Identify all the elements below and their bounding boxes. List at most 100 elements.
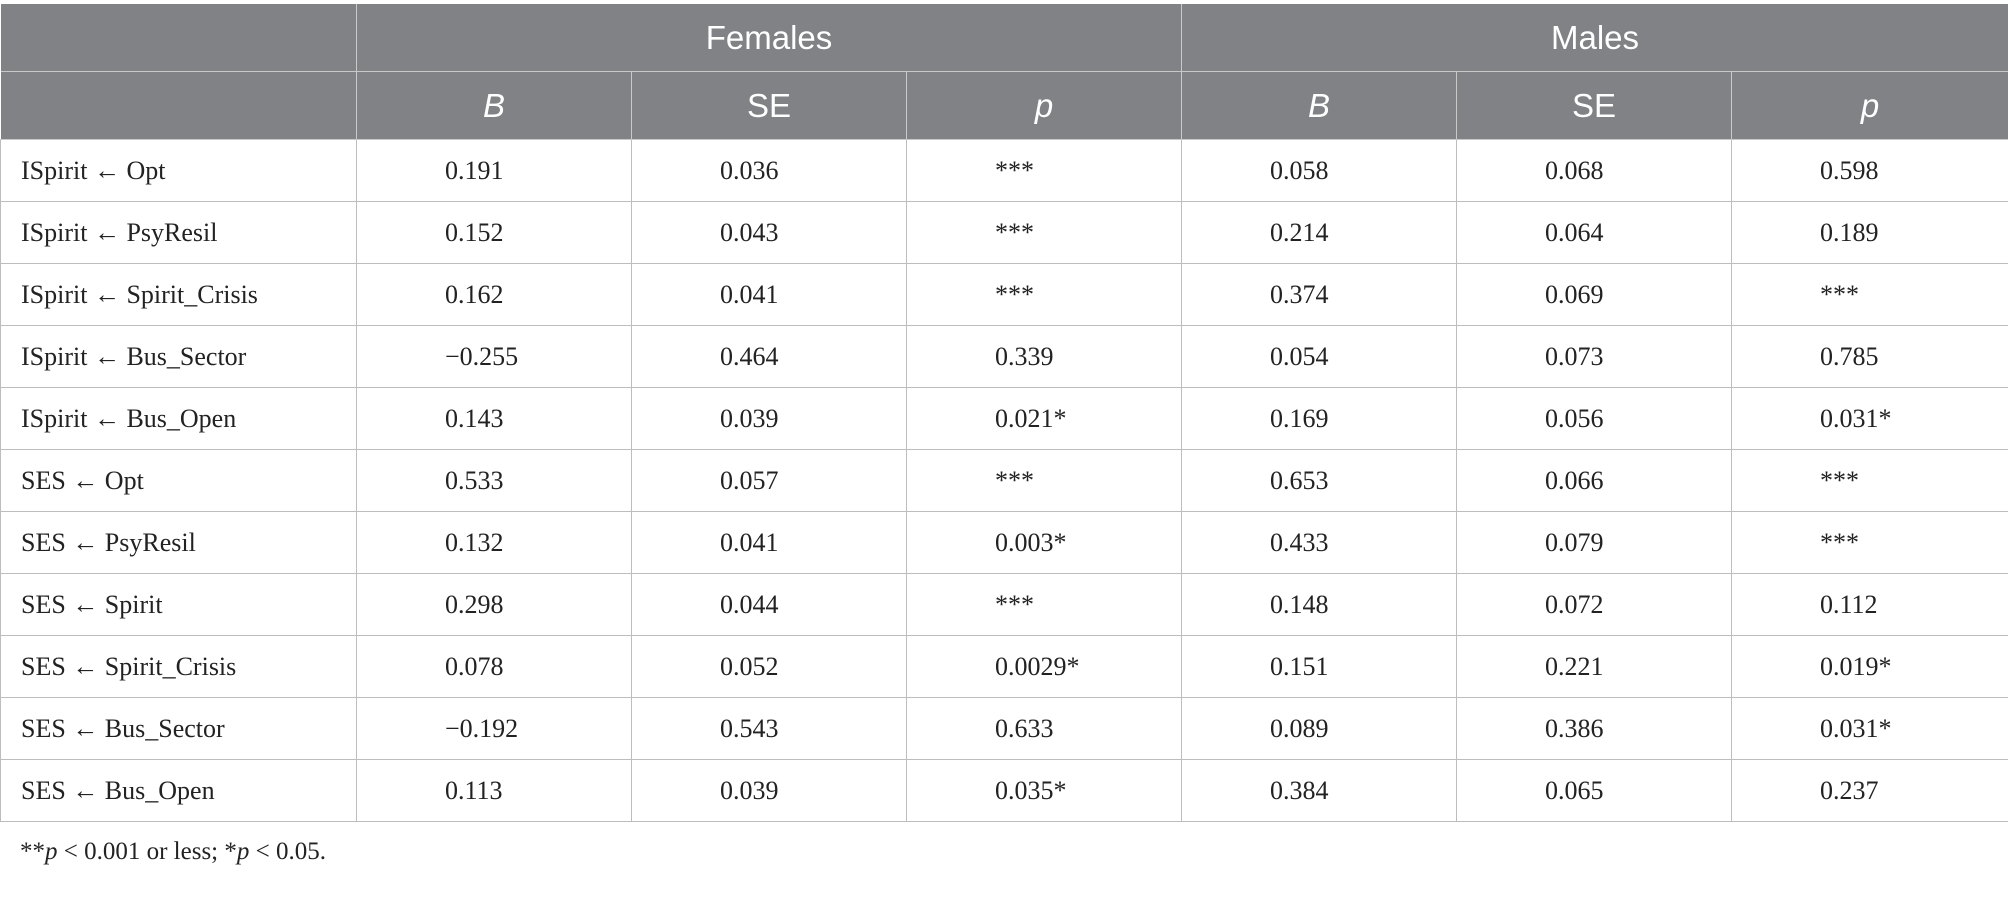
- female-se-cell: 0.052: [631, 635, 907, 698]
- footnote-part2: < 0.001 or less; *: [57, 838, 237, 865]
- female-b-cell: 0.533: [356, 449, 632, 512]
- male-p-cell: ***: [1730, 263, 2008, 326]
- female-b-cell: −0.255: [356, 325, 632, 388]
- female-b-cell: 0.078: [356, 635, 632, 698]
- male-b-cell: 0.653: [1181, 449, 1457, 512]
- male-p-cell: ***: [1730, 511, 2008, 574]
- group-header-row: Females Males: [0, 4, 2008, 72]
- female-se-cell: 0.036: [631, 139, 907, 202]
- female-se-cell: 0.039: [631, 759, 907, 822]
- sub-header-male-se: SE: [1456, 71, 1732, 140]
- male-se-cell: 0.068: [1456, 139, 1732, 202]
- sub-header-row: B SE p B SE p: [0, 71, 2008, 140]
- male-b-cell: 0.058: [1181, 139, 1457, 202]
- table-row: ISpirit ← Bus_Sector −0.255 0.464 0.339 0.05…: [0, 325, 2008, 388]
- female-p-cell: 0.633: [906, 697, 1182, 760]
- female-b-cell: 0.152: [356, 201, 632, 264]
- male-se-cell: 0.064: [1456, 201, 1732, 264]
- path-label-cell: SES ← PsyResil: [0, 511, 357, 574]
- table-row: ISpirit ← Bus_Open 0.143 0.039 0.021* 0.169 0…: [0, 387, 2008, 450]
- male-se-cell: 0.065: [1456, 759, 1732, 822]
- male-p-cell: 0.031*: [1730, 697, 2008, 760]
- male-se-cell: 0.056: [1456, 387, 1732, 450]
- female-b-cell: 0.113: [356, 759, 632, 822]
- male-b-cell: 0.214: [1181, 201, 1457, 264]
- female-se-cell: 0.041: [631, 511, 907, 574]
- female-p-cell: 0.035*: [906, 759, 1182, 822]
- male-p-cell: ***: [1730, 449, 2008, 512]
- male-b-cell: 0.151: [1181, 635, 1457, 698]
- female-se-cell: 0.044: [631, 573, 907, 636]
- male-p-cell: 0.598: [1730, 139, 2008, 202]
- path-label-cell: SES ← Spirit: [0, 573, 357, 636]
- male-b-cell: 0.374: [1181, 263, 1457, 326]
- sub-header-male-b: B: [1181, 71, 1457, 140]
- male-p-cell: 0.019*: [1730, 635, 2008, 698]
- male-p-cell: 0.237: [1730, 759, 2008, 822]
- footnote-p-symbol: p: [45, 838, 58, 865]
- path-label-cell: ISpirit ← Bus_Sector: [0, 325, 357, 388]
- male-se-cell: 0.221: [1456, 635, 1732, 698]
- results-table: Females Males B SE p B SE p ISpirit ← Op…: [0, 4, 2008, 822]
- table-row: ISpirit ← Spirit_Crisis 0.162 0.041 *** 0.37…: [0, 263, 2008, 326]
- path-label-cell: SES ← Spirit_Crisis: [0, 635, 357, 698]
- table-row: SES ← Opt 0.533 0.057 *** 0.653 0.066 ***: [0, 449, 2008, 512]
- path-label-cell: ISpirit ← Opt: [0, 139, 357, 202]
- female-se-cell: 0.041: [631, 263, 907, 326]
- table-row: SES ← Bus_Open 0.113 0.039 0.035* 0.384 0.065…: [0, 759, 2008, 822]
- female-p-cell: ***: [906, 449, 1182, 512]
- female-b-cell: 0.143: [356, 387, 632, 450]
- female-b-cell: 0.132: [356, 511, 632, 574]
- table-footnote: **p < 0.001 or less; *p < 0.05.: [20, 838, 326, 866]
- table-row: SES ← Bus_Sector −0.192 0.543 0.633 0.089 0.3…: [0, 697, 2008, 760]
- female-p-cell: 0.0029*: [906, 635, 1182, 698]
- table-row: SES ← PsyResil 0.132 0.041 0.003* 0.433 0.079…: [0, 511, 2008, 574]
- footnote-part1: **: [20, 838, 45, 865]
- male-b-cell: 0.433: [1181, 511, 1457, 574]
- male-b-cell: 0.384: [1181, 759, 1457, 822]
- group-header-males: Males: [1181, 4, 2008, 72]
- female-p-cell: 0.003*: [906, 511, 1182, 574]
- sub-header-empty: [0, 71, 357, 140]
- path-label-cell: ISpirit ← PsyResil: [0, 201, 357, 264]
- female-p-cell: ***: [906, 263, 1182, 326]
- male-se-cell: 0.386: [1456, 697, 1732, 760]
- footnote-part3: < 0.05.: [249, 838, 326, 865]
- female-se-cell: 0.057: [631, 449, 907, 512]
- table-body: ISpirit ← Opt 0.191 0.036 *** 0.058 0.068 0.59…: [0, 139, 2008, 822]
- footnote-p-symbol: p: [236, 838, 250, 865]
- male-se-cell: 0.066: [1456, 449, 1732, 512]
- group-header-females: Females: [356, 4, 1182, 72]
- male-b-cell: 0.089: [1181, 697, 1457, 760]
- male-se-cell: 0.073: [1456, 325, 1732, 388]
- male-b-cell: 0.054: [1181, 325, 1457, 388]
- female-p-cell: ***: [906, 139, 1182, 202]
- male-p-cell: 0.785: [1730, 325, 2008, 388]
- table-row: SES ← Spirit 0.298 0.044 *** 0.148 0.072 0.112: [0, 573, 2008, 636]
- table-row: SES ← Spirit_Crisis 0.078 0.052 0.0029* 0.15…: [0, 635, 2008, 698]
- female-b-cell: 0.298: [356, 573, 632, 636]
- female-se-cell: 0.464: [631, 325, 907, 388]
- male-b-cell: 0.169: [1181, 387, 1457, 450]
- path-label-cell: SES ← Opt: [0, 449, 357, 512]
- group-header-empty: [0, 4, 357, 72]
- female-p-cell: ***: [906, 573, 1182, 636]
- sub-header-female-se: SE: [631, 71, 907, 140]
- male-se-cell: 0.079: [1456, 511, 1732, 574]
- path-label-cell: ISpirit ← Spirit_Crisis: [0, 263, 357, 326]
- male-p-cell: 0.112: [1730, 573, 2008, 636]
- male-p-cell: 0.189: [1730, 201, 2008, 264]
- male-se-cell: 0.072: [1456, 573, 1732, 636]
- sub-header-male-p: p: [1731, 71, 2008, 140]
- path-label-cell: ISpirit ← Bus_Open: [0, 387, 357, 450]
- male-p-cell: 0.031*: [1730, 387, 2008, 450]
- female-se-cell: 0.043: [631, 201, 907, 264]
- male-se-cell: 0.069: [1456, 263, 1732, 326]
- path-label-cell: SES ← Bus_Sector: [0, 697, 357, 760]
- female-b-cell: −0.192: [356, 697, 632, 760]
- female-b-cell: 0.162: [356, 263, 632, 326]
- female-b-cell: 0.191: [356, 139, 632, 202]
- sub-header-female-b: B: [356, 71, 632, 140]
- sub-header-female-p: p: [906, 71, 1182, 140]
- female-p-cell: 0.339: [906, 325, 1182, 388]
